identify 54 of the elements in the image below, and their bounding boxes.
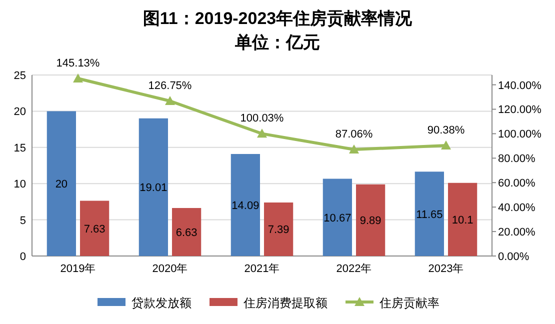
x-tick-label: 2021年 [244,263,280,275]
point [73,74,83,83]
data-label: 11.65 [416,208,443,221]
y2-tick-label: 80.00% [498,153,536,166]
y2-tick-label: 0.00% [498,251,530,263]
y2-tick-label: 40.00% [498,202,536,214]
data-label: 126.75% [148,80,192,92]
y2-tick-label: 120.00% [498,104,542,116]
bar [46,111,76,256]
bar [172,208,202,256]
bar [138,118,168,256]
legend-label: 住房消费提取额 [242,296,328,310]
bar [414,172,444,256]
y-tick-label: 10 [14,178,26,191]
data-label: 20 [55,178,68,191]
point [349,144,359,154]
y2-tick-label: 20.00% [498,226,536,239]
y-tick-label: 5 [20,214,26,227]
y-tick-label: 15 [14,142,26,154]
data-label: 14.09 [232,200,260,212]
x-tick-label: 2022年 [336,263,372,275]
y2-tick-label: 100.00% [498,128,542,141]
y2-tick-label: 60.00% [498,178,536,190]
x-tick-label: 2023年 [428,263,464,275]
x-tick-label: 2019年 [60,263,96,275]
data-label: 10.1 [452,214,474,226]
y-tick-label: 20 [14,106,26,118]
point [257,128,267,138]
data-label: 100.03% [240,112,284,125]
data-label: 9.89 [360,215,382,228]
chart-title: 图11：2019-2023年住房贡献率情况 [142,9,414,28]
data-label: 19.01 [140,182,168,194]
x-tick-label: 2020年 [152,263,188,275]
bar [356,184,386,256]
bar [322,178,352,256]
data-label: 6.63 [176,227,198,239]
data-label: 90.38% [427,124,465,136]
y2-tick-label: 140.00% [498,80,542,92]
chart-subtitle: 单位：亿元 [234,33,320,52]
bar [264,202,294,256]
bar [448,182,478,256]
data-label: 7.39 [268,224,290,236]
point [441,140,451,150]
bar [80,200,110,256]
data-label: 145.13% [56,58,100,70]
data-label: 10.67 [324,212,352,224]
data-label: 87.06% [335,128,373,141]
point [165,96,175,105]
data-label: 7.63 [84,223,106,236]
y-tick-label: 0 [20,251,26,263]
legend-label: 贷款发放额 [132,296,192,310]
legend-label: 住房贡献率 [378,296,440,310]
y-tick-label: 25 [14,70,26,82]
bar [230,154,260,256]
